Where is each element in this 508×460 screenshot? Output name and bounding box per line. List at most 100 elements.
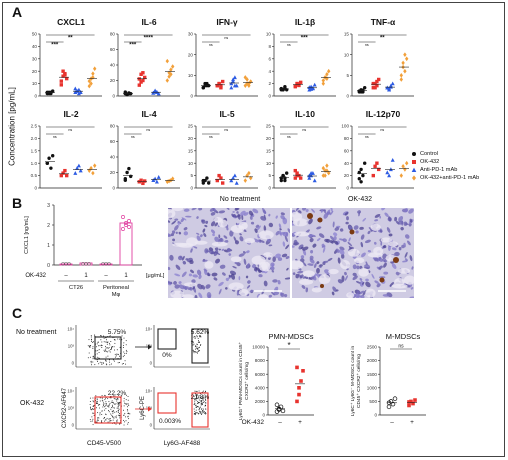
nucleus bbox=[329, 240, 333, 244]
nucleus bbox=[338, 238, 345, 241]
nucleus bbox=[329, 210, 334, 216]
nucleus bbox=[230, 273, 236, 280]
nucleus bbox=[409, 255, 413, 262]
bar bbox=[79, 262, 93, 266]
flow-plot-ly6g-ly6c-no-treatment: 0% bbox=[153, 325, 210, 368]
flow-event bbox=[97, 350, 99, 352]
y-tick-label: 0 bbox=[47, 263, 50, 269]
figure-frame bbox=[2, 2, 505, 457]
flow-event bbox=[114, 403, 116, 405]
flow-event bbox=[117, 411, 119, 413]
dotplot-x-label: + bbox=[298, 419, 302, 426]
flow-event bbox=[94, 334, 96, 336]
y-tick-label: 10 bbox=[344, 52, 350, 57]
dotplot-ylabel: Ly6G⁺ PMN-MDSCs count in CD45⁺ bbox=[238, 341, 244, 420]
nucleus bbox=[272, 279, 278, 283]
flow-event bbox=[120, 395, 122, 397]
nucleus bbox=[277, 279, 281, 285]
data-point bbox=[45, 161, 49, 165]
data-point bbox=[279, 178, 283, 183]
flow-event bbox=[202, 391, 204, 393]
y-tick-label: 50 bbox=[32, 32, 38, 37]
nucleus bbox=[173, 281, 177, 285]
sig-label: ** bbox=[380, 36, 385, 42]
stroma bbox=[353, 257, 365, 264]
nucleus bbox=[181, 271, 187, 278]
nucleus bbox=[374, 219, 379, 222]
data-point bbox=[76, 163, 81, 168]
panel-a-charts: CXCL150403020100*****IL-6806040200******… bbox=[31, 17, 414, 191]
flow-event bbox=[125, 363, 127, 365]
flow-event bbox=[107, 398, 109, 400]
y-tick-label: 20 bbox=[110, 78, 116, 83]
nucleus bbox=[198, 274, 202, 280]
data-point bbox=[229, 178, 234, 183]
nucleus bbox=[362, 217, 367, 222]
data-point bbox=[295, 399, 299, 404]
y-tick-label: 2.5 bbox=[31, 124, 38, 129]
flow-event bbox=[119, 423, 121, 425]
flow-event bbox=[203, 390, 205, 392]
flow-event bbox=[104, 394, 106, 396]
data-point bbox=[375, 79, 379, 84]
flow-event bbox=[195, 396, 197, 398]
data-point bbox=[403, 52, 407, 57]
data-point bbox=[295, 81, 299, 86]
stroma bbox=[365, 288, 376, 298]
flow-event bbox=[115, 415, 117, 417]
flow-event bbox=[204, 404, 206, 406]
data-point bbox=[232, 75, 237, 80]
flow-event bbox=[89, 404, 91, 406]
data-point bbox=[399, 77, 403, 82]
flow-event bbox=[106, 364, 108, 366]
nucleus bbox=[408, 223, 412, 227]
nucleus bbox=[193, 246, 198, 249]
nucleus bbox=[281, 253, 288, 258]
flow-event bbox=[193, 408, 195, 410]
data-point bbox=[141, 78, 145, 83]
flow-event bbox=[198, 390, 200, 392]
flow-event bbox=[109, 349, 111, 351]
flow-event bbox=[105, 401, 107, 403]
flow-event bbox=[105, 404, 107, 406]
nucleus bbox=[256, 225, 261, 231]
dotplot-x-label: – bbox=[278, 419, 282, 426]
flow-event bbox=[106, 339, 108, 341]
flow-event bbox=[125, 394, 127, 396]
y-tick-label: 8000 bbox=[255, 358, 266, 363]
stroma bbox=[358, 267, 370, 277]
nucleus bbox=[168, 266, 171, 271]
flow-event bbox=[123, 409, 125, 411]
flow-event bbox=[104, 409, 106, 411]
y-tick-label: 10000 bbox=[252, 345, 265, 350]
data-point bbox=[127, 225, 131, 229]
nucleus bbox=[196, 232, 200, 235]
data-point bbox=[171, 176, 175, 181]
flow-event bbox=[204, 411, 206, 413]
data-point bbox=[371, 86, 375, 90]
flow-event bbox=[90, 336, 92, 338]
data-point bbox=[390, 158, 395, 162]
flow-event bbox=[102, 406, 104, 408]
nucleus bbox=[192, 286, 196, 290]
flow-event bbox=[123, 351, 125, 353]
flow-event bbox=[92, 424, 94, 426]
nucleus bbox=[206, 291, 212, 298]
nucleus bbox=[175, 264, 181, 270]
nucleus bbox=[332, 221, 335, 228]
data-point bbox=[371, 81, 375, 86]
nucleus bbox=[190, 269, 194, 274]
flow-event bbox=[100, 335, 102, 337]
data-point bbox=[309, 87, 314, 91]
flow-event bbox=[114, 342, 116, 344]
flow-event bbox=[200, 393, 202, 395]
flow-event bbox=[125, 352, 127, 354]
flow-event bbox=[195, 390, 197, 392]
data-point bbox=[312, 178, 317, 183]
nucleus bbox=[238, 253, 245, 257]
y-tick-label: 25 bbox=[266, 124, 272, 129]
flow-event bbox=[98, 352, 100, 354]
flow-event bbox=[111, 407, 113, 409]
nucleus bbox=[302, 249, 307, 256]
flow-event bbox=[92, 347, 94, 349]
